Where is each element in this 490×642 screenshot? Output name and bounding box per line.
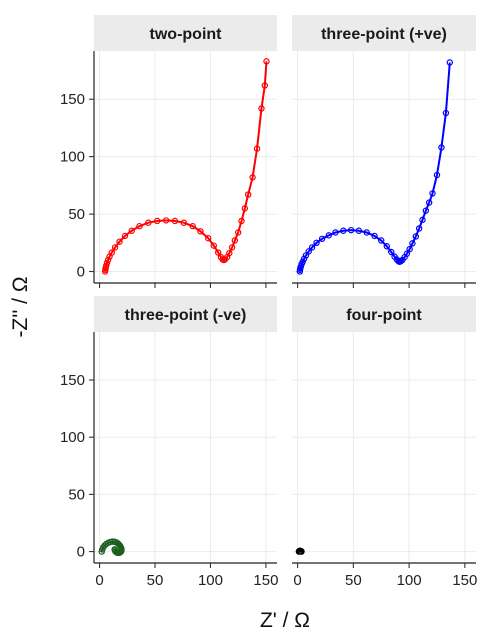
data-point [371, 232, 378, 240]
data-point [234, 229, 242, 236]
data-point [305, 248, 312, 255]
y-tick-label: 100 [60, 429, 85, 446]
data-point [403, 250, 411, 257]
data-point [231, 237, 239, 244]
data-point [415, 225, 423, 232]
facet-title: three-point (+ve) [321, 26, 447, 43]
data-point [313, 239, 320, 247]
data-point [406, 245, 413, 253]
data-point [103, 259, 111, 267]
data-point [446, 59, 453, 66]
data-point [102, 262, 110, 269]
facet-strip [292, 15, 476, 51]
data-point [261, 82, 268, 89]
data-point [340, 227, 347, 234]
data-point [318, 235, 326, 242]
y-tick-label: 50 [68, 486, 85, 503]
data-point [429, 190, 436, 197]
data-point [189, 222, 196, 230]
data-point [128, 227, 135, 234]
panel-three-point-ve: three-point (-ve) 0 50 100 150 0 50 100 150 [60, 296, 278, 589]
data-point [249, 174, 256, 181]
facet-strip [94, 296, 277, 332]
data-point [111, 546, 118, 553]
data-point [347, 226, 355, 234]
data-point [378, 237, 385, 244]
data-point [136, 222, 143, 230]
data-point [325, 232, 332, 239]
data-point [355, 227, 363, 234]
data-point [419, 216, 426, 224]
data-point [253, 145, 261, 152]
y-tick-label: 50 [68, 206, 85, 223]
y-tick-label: 0 [77, 544, 85, 561]
facet-strip [94, 15, 277, 51]
data-point [388, 248, 395, 256]
data-point [308, 244, 316, 251]
data-point [145, 219, 152, 226]
facet-strip [292, 296, 476, 332]
y-tick-label: 150 [60, 91, 85, 108]
panel-four-point: four-point 0 50 100 150 [292, 296, 477, 589]
data-point [258, 105, 265, 112]
x-tick-label: 150 [253, 572, 278, 589]
y-tick-label: 0 [77, 264, 85, 281]
data-point [162, 217, 170, 224]
series-line [298, 62, 451, 272]
data-point [180, 219, 188, 226]
x-tick-label: 50 [345, 572, 362, 589]
data-point [442, 109, 450, 117]
series-line [104, 61, 268, 272]
x-tick-label: 100 [397, 572, 422, 589]
facet-title: four-point [346, 307, 422, 324]
y-tick-label: 150 [60, 372, 85, 389]
x-tick-label: 0 [95, 572, 103, 589]
data-point [412, 233, 419, 240]
data-point [205, 235, 212, 242]
x-tick-label: 150 [452, 572, 477, 589]
data-point [215, 249, 222, 256]
data-point [121, 232, 129, 240]
panel-three-point-ve: three-point (+ve) [292, 15, 476, 288]
data-point [422, 207, 430, 214]
x-axis-title: Z' / Ω [260, 609, 310, 632]
data-point [244, 191, 252, 198]
data-point [238, 217, 245, 225]
data-point [298, 548, 305, 555]
data-point [433, 171, 441, 179]
data-point [104, 256, 112, 264]
data-point [263, 58, 270, 65]
facet-title: three-point (-ve) [125, 307, 247, 324]
data-point [226, 249, 233, 257]
x-tick-label: 100 [198, 572, 223, 589]
data-point [228, 244, 236, 251]
data-point [154, 217, 161, 225]
data-point [171, 217, 179, 225]
data-point [197, 228, 204, 235]
data-point [116, 238, 123, 245]
data-point [438, 144, 445, 151]
panel-two-point: two-point 0 50 100 150 [60, 15, 277, 288]
data-point [425, 199, 433, 206]
data-point [383, 243, 390, 250]
data-point [210, 242, 217, 249]
data-point [111, 244, 119, 251]
data-point [332, 229, 339, 236]
data-point [363, 229, 370, 236]
data-point [108, 249, 115, 256]
y-tick-label: 100 [60, 149, 85, 166]
x-tick-label: 0 [293, 572, 301, 589]
data-point [409, 240, 416, 247]
facet-title: two-point [150, 26, 223, 43]
x-tick-label: 50 [147, 572, 164, 589]
y-axis-title: -Z'' / Ω [9, 276, 32, 337]
data-point [241, 205, 249, 212]
